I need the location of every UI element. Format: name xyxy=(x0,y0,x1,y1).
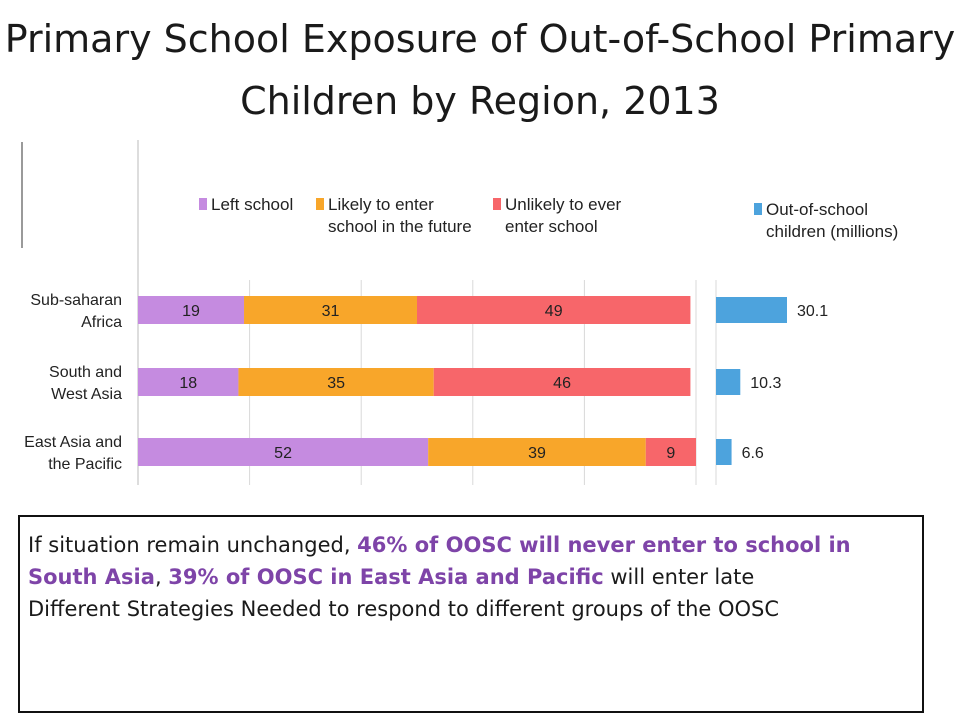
callout-paragraph-2: Different Strategies Needed to respond t… xyxy=(28,597,780,621)
bar-data-label: 46 xyxy=(553,375,571,392)
legend-label: Unlikely to ever xyxy=(505,195,622,214)
legend-label: children (millions) xyxy=(766,222,898,241)
row-label: the Pacific xyxy=(48,456,122,473)
bar-data-label: 18 xyxy=(179,375,197,392)
bar-segment xyxy=(138,368,239,396)
bar-data-label: 39 xyxy=(528,445,546,462)
bar-segment xyxy=(244,296,417,324)
bar-segment xyxy=(138,438,429,466)
bar-data-label: 52 xyxy=(274,445,292,462)
callout-text-e: will enter late xyxy=(603,565,755,589)
bar-segment xyxy=(417,296,691,324)
callout-paragraph-1: If situation remain unchanged, 46% of OO… xyxy=(28,529,914,593)
row-label: East Asia and xyxy=(24,434,122,451)
legend-swatch xyxy=(754,203,762,215)
row-label: Sub-saharan xyxy=(30,292,122,309)
row-label: South and xyxy=(49,364,122,381)
callout-text-a: If situation remain unchanged, xyxy=(28,533,358,557)
chart-area: Left school Likely to enter school in the … xyxy=(0,140,960,500)
page-title: Primary School Exposure of Out-of-School… xyxy=(4,17,956,123)
row-label: Africa xyxy=(81,314,122,331)
legend-label: Out-of-school xyxy=(766,200,868,219)
oosc-bar xyxy=(716,439,732,465)
callout-box: If situation remain unchanged, 46% of OO… xyxy=(18,515,924,713)
oosc-data-label: 6.6 xyxy=(742,445,764,462)
bar-segment xyxy=(645,438,696,466)
oosc-data-label: 30.1 xyxy=(797,303,828,320)
oosc-data-label: 10.3 xyxy=(750,375,781,392)
bar-segment xyxy=(138,296,245,324)
legend-swatch xyxy=(493,198,501,210)
bar-data-label: 31 xyxy=(322,303,340,320)
bar-data-label: 19 xyxy=(182,303,200,320)
legend-label: Left school xyxy=(211,195,293,214)
legend-swatch xyxy=(199,198,207,210)
legend-label: school in the future xyxy=(328,217,472,236)
row-label: West Asia xyxy=(51,386,122,403)
legend-label: Likely to enter xyxy=(328,195,434,214)
bar-segment xyxy=(433,368,691,396)
callout-text-c: , xyxy=(154,565,169,589)
bar-data-label: 9 xyxy=(666,445,675,462)
legend-swatch xyxy=(316,198,324,210)
legend-label: enter school xyxy=(505,217,598,236)
stacked-bar-chart: Left school Likely to enter school in the … xyxy=(21,140,898,485)
oosc-bar xyxy=(716,297,787,323)
bar-data-label: 35 xyxy=(327,375,345,392)
callout-highlight-east-asia: 39% of OOSC in East Asia and Pacific xyxy=(168,565,604,589)
bar-segment xyxy=(238,368,434,396)
bar-data-label: 49 xyxy=(545,303,563,320)
callout-highlight-south-asia: 46% of OOSC will never enter to school i… xyxy=(28,533,851,589)
bar-segment xyxy=(428,438,646,466)
oosc-bar xyxy=(716,369,741,395)
